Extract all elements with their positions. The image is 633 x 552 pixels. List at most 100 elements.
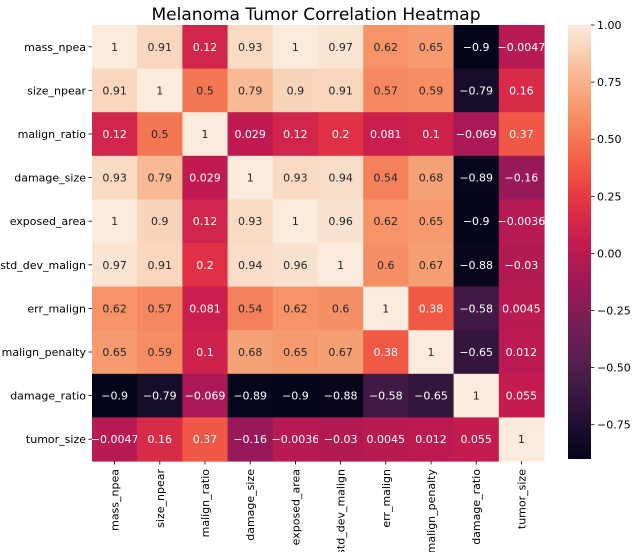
heatmap-cell [92,286,138,331]
cell-value-label: −0.069 [185,390,226,403]
heatmap-cell [137,68,183,113]
column-labels: mass_npea size_npear malign_ratio damage_si… [109,461,528,552]
heatmap-cell [363,373,409,418]
cell-value-label: 0.012 [415,433,447,446]
cell-value-label: 1 [111,215,118,228]
heatmap-cell [318,199,364,244]
cell-value-label: −0.03 [324,433,358,446]
heatmap-cell [498,68,545,113]
cell-value-label: 0.9 [287,84,305,97]
cell-value-label: 0.79 [148,172,173,185]
cell-value-label: 0.055 [506,390,538,403]
cell-value-label: 1 [337,259,344,272]
heatmap-cell [318,68,364,113]
cell-value-label: 0.37 [193,433,218,446]
column-label: malign_ratio [199,469,212,538]
cell-value-label: 1 [202,128,209,141]
cell-value-label: 0.1 [196,346,214,359]
column-label: tumor_size [515,469,528,529]
heatmap-cell [182,243,229,288]
heatmap-cell [272,243,319,288]
cell-value-label: 0.1 [422,128,440,141]
cell-value-label: −0.65 [414,390,448,403]
cell-value-label: 0.57 [374,84,399,97]
cell-value-label: 0.12 [193,215,218,228]
heatmap-cell [318,243,364,288]
column-label: size_npear [154,469,167,528]
colorbar-tick-label: −0.50 [597,362,631,375]
cell-value-label: −0.9 [463,215,490,228]
cell-value-label: 0.65 [283,346,308,359]
cell-value-label: 0.16 [148,433,173,446]
cell-value-label: −0.16 [233,433,267,446]
cell-value-label: 0.62 [374,215,399,228]
cell-value-label: −0.9 [101,390,128,403]
heatmap-cell [408,68,455,113]
cell-value-label: −0.069 [456,128,497,141]
heatmap-cells: 1 0.91 0.12 0.93 1 0.97 0.62 0.65 −0.9 −0.00470.9… [91,25,545,462]
cell-value-label: 1 [428,346,435,359]
heatmap-cell [137,417,183,462]
heatmap-cell [498,199,545,244]
heatmap-cell [137,373,183,418]
cell-value-label: 0.91 [148,259,173,272]
row-label: err_malign [27,302,86,315]
cell-value-label: 0.96 [328,215,353,228]
heatmap-cell [137,25,183,70]
heatmap-cell [318,417,364,462]
cell-value-label: 0.65 [102,346,127,359]
heatmap-cell [272,286,319,331]
cell-value-label: 0.5 [196,84,214,97]
heatmap-cell [182,330,229,375]
heatmap-cell [92,417,138,462]
column-label: err_malign [380,469,393,528]
cell-value-label: 0.2 [332,128,350,141]
colorbar-ticks: 1.00 0.75 0.50 0.25 0.00 −0.25 −0.50 −0.75 [591,19,631,432]
cell-value-label: 1 [292,215,299,228]
cell-value-label: 0.055 [460,433,492,446]
column-label: std_dev_malign [335,469,348,552]
column-label: damage_size [244,469,257,541]
heatmap-cell [92,112,138,157]
heatmap-cell [137,112,183,157]
heatmap-cell [318,373,364,418]
heatmap-cell [453,68,500,113]
heatmap-cell [272,112,319,157]
row-labels: mass_npea size_npear malign_ratio damage_si… [0,41,92,446]
heatmap-cell [227,373,274,418]
row-label: tumor_size [26,433,86,446]
heatmap-cell [498,155,545,200]
row-label: malign_ratio [18,128,87,141]
cell-value-label: 0.081 [189,302,221,315]
cell-value-label: 0.029 [234,128,266,141]
colorbar-tick-label: 0.50 [597,133,622,146]
cell-value-label: 0.9 [151,215,169,228]
heatmap-cell [363,25,409,70]
row-label: damage_ratio [10,390,86,403]
chart-title: Melanoma Tumor Correlation Heatmap [152,5,481,25]
cell-value-label: 0.91 [148,41,173,54]
heatmap-cell [408,199,455,244]
cell-value-label: −0.89 [459,172,493,185]
cell-value-label: 0.54 [374,172,399,185]
cell-value-label: −0.03 [505,259,539,272]
heatmap-cell [182,155,229,200]
cell-value-label: 0.081 [370,128,402,141]
cell-value-label: 0.68 [238,346,263,359]
cell-value-label: 1 [247,172,254,185]
heatmap-cell [363,243,409,288]
heatmap-cell [92,330,138,375]
heatmap-cell [272,330,319,375]
row-label: exposed_area [10,215,86,228]
heatmap-cell [227,417,274,462]
heatmap-cell [363,199,409,244]
colorbar-tick-label: −0.25 [597,305,631,318]
colorbar-tick-label: 0.75 [597,76,622,89]
colorbar-tick-label: 1.00 [597,19,622,32]
cell-value-label: −0.9 [282,390,309,403]
column-label: exposed_area [289,469,302,545]
cell-value-label: 0.96 [283,259,308,272]
heatmap-cell [498,286,545,331]
heatmap-cell [137,199,183,244]
heatmap-cell [92,155,138,200]
